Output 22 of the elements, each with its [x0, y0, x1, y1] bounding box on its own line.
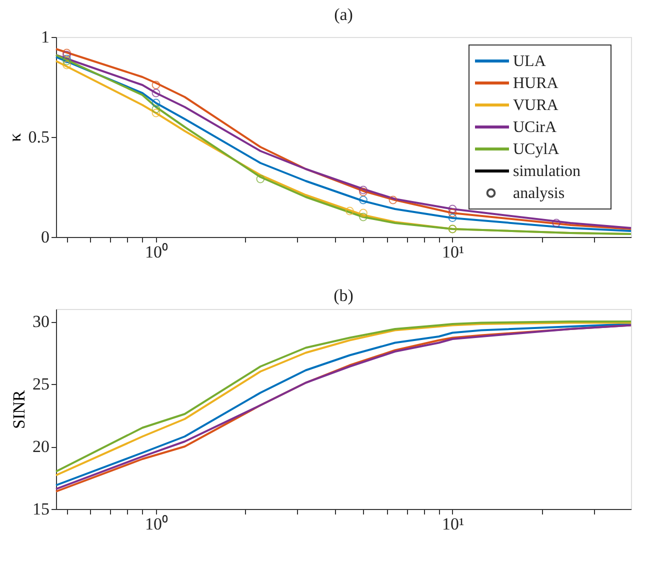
y-tick-label: 0 — [41, 228, 50, 246]
legend-label: analysis — [513, 185, 565, 202]
legend-label: UCirA — [513, 119, 557, 136]
legend-label: simulation — [513, 163, 581, 180]
y-tick-label: 1 — [41, 28, 50, 46]
chart-title: (b) — [334, 286, 354, 305]
chart-title: (a) — [334, 5, 353, 24]
legend-label: UCylA — [513, 141, 560, 158]
legend-label: VURA — [513, 97, 559, 114]
y-tick-label: 30 — [32, 312, 50, 331]
y-axis-title: κ — [5, 132, 24, 142]
y-tick-label: 15 — [32, 500, 50, 518]
y-tick-label: 25 — [32, 374, 50, 394]
legend-label: HURA — [513, 75, 559, 92]
y-tick-label: 0.5 — [28, 128, 50, 146]
x-tick-label: 10¹ — [442, 514, 464, 534]
legend-label: ULA — [513, 53, 546, 70]
x-tick-label: 10⁰ — [144, 514, 168, 534]
x-tick-label: 10⁰ — [144, 242, 168, 262]
x-tick-label: 10¹ — [442, 242, 464, 262]
y-tick-label: 20 — [32, 437, 50, 456]
y-axis-title: SINR — [10, 389, 28, 429]
